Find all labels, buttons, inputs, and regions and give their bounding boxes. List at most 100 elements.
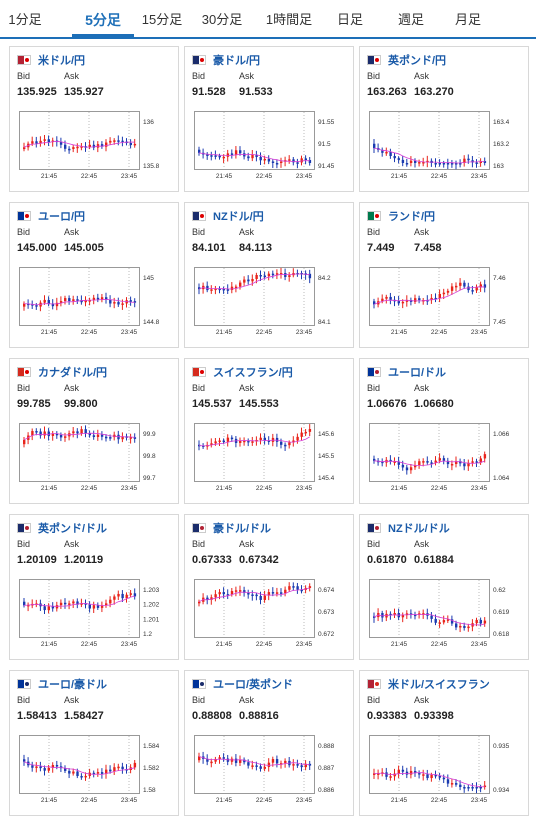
pair-name[interactable]: スイスフラン/円	[213, 367, 293, 379]
candle	[259, 595, 262, 600]
tab-7[interactable]: 週足	[397, 12, 424, 27]
candle	[206, 154, 209, 156]
moving-average-line	[373, 147, 485, 164]
candle	[96, 297, 100, 300]
candlestick-chart[interactable]: 0.62 0.619 0.618 21:45 22:45 23:45	[369, 579, 519, 651]
candle	[92, 772, 96, 775]
rate-card[interactable]: NZドル/円 Bid Ask 84.101 84.113 84.2 84.1 21:…	[184, 202, 354, 348]
candle	[296, 436, 299, 441]
rate-card[interactable]: 英ポンド/ドル Bid Ask 1.20109 1.20119 1.203 1.2…	[9, 514, 179, 660]
candle	[446, 779, 450, 784]
rate-card[interactable]: 豪ドル/ドル Bid Ask 0.67333 0.67342 0.674 0.67…	[184, 514, 354, 660]
pair-name[interactable]: ユーロ/ドル	[388, 367, 447, 379]
candle	[442, 163, 446, 165]
rate-card[interactable]: 米ドル/円 Bid Ask 135.925 135.927 136 135.8 21…	[9, 46, 179, 192]
rate-card[interactable]: ユーロ/ドル Bid Ask 1.06676 1.06680 1.066 1.06…	[359, 358, 529, 504]
pair-name[interactable]: 英ポンド/ドル	[38, 523, 108, 535]
y-tick-label: 91.55	[318, 119, 335, 126]
pair-name[interactable]: ユーロ/円	[38, 211, 86, 223]
candle	[68, 603, 71, 605]
candlestick-chart[interactable]: 99.9 99.8 99.7 21:45 22:45 23:45	[19, 423, 169, 495]
pair-name[interactable]: 米ドル/スイスフラン	[388, 679, 490, 691]
tab-1[interactable]: 1分足	[8, 12, 42, 27]
rate-card[interactable]: 英ポンド/円 Bid Ask 163.263 163.270 163.4 163.…	[359, 46, 529, 192]
candle	[259, 766, 262, 769]
candlestick-chart[interactable]: 1.584 1.582 1.58 21:45 22:45 23:45	[19, 735, 169, 807]
candlestick-chart[interactable]: 1.066 1.064 21:45 22:45 23:45	[369, 423, 519, 495]
candle	[251, 278, 254, 282]
pair-name[interactable]: 豪ドル/ドル	[213, 523, 272, 535]
rate-card[interactable]: 米ドル/スイスフラン Bid Ask 0.93383 0.93398 0.935…	[359, 670, 529, 816]
y-tick-label: 135.8	[143, 163, 160, 170]
candle	[430, 462, 433, 464]
candle	[92, 435, 96, 437]
rate-card[interactable]: カナダドル/円 Bid Ask 99.785 99.800 99.9 99.8 99…	[9, 358, 179, 504]
candle	[198, 287, 201, 290]
candle	[23, 147, 26, 150]
tab-4[interactable]: 30分足	[201, 12, 243, 27]
rate-card[interactable]: ユーロ/豪ドル Bid Ask 1.58413 1.58427 1.584 1.5…	[9, 670, 179, 816]
candle	[446, 163, 450, 165]
candle	[133, 437, 137, 439]
tab-6[interactable]: 日足	[336, 12, 363, 27]
candle	[418, 298, 421, 301]
bid-value: 0.93383	[367, 710, 407, 722]
y-tick-label: 0.62	[493, 587, 506, 594]
y-tick-label: 1.066	[493, 431, 510, 438]
pair-name[interactable]: ランド/円	[388, 211, 436, 223]
chart-svg: 7.46 7.45 21:45 22:45 23:45	[369, 267, 506, 336]
tab-5[interactable]: 1時間足	[265, 12, 313, 27]
candle	[64, 602, 67, 605]
pair-name[interactable]: カナダドル/円	[38, 367, 108, 379]
candlestick-chart[interactable]: 7.46 7.45 21:45 22:45 23:45	[369, 267, 519, 339]
candle	[292, 764, 295, 766]
candle	[51, 765, 55, 768]
pair-name[interactable]: 英ポンド/円	[388, 55, 447, 67]
candlestick-chart[interactable]: 163.4 163.2 163 21:45 22:45 23:45	[369, 111, 519, 183]
candle	[210, 289, 213, 291]
candle	[234, 286, 238, 289]
tab-2[interactable]: 5分足	[72, 0, 134, 37]
rate-card[interactable]: ユーロ/英ポンド Bid Ask 0.88808 0.88816 0.888 0.…	[184, 670, 354, 816]
x-tick-label: 21:45	[41, 329, 58, 336]
tab-8[interactable]: 月足	[454, 12, 481, 27]
candle	[72, 601, 75, 604]
candle	[210, 761, 213, 764]
pair-name[interactable]: ユーロ/英ポンド	[213, 679, 294, 691]
candle	[422, 461, 425, 463]
candle	[401, 159, 405, 163]
y-tick-label: 0.886	[318, 787, 335, 794]
x-tick-label: 21:45	[391, 485, 408, 492]
candle	[133, 143, 137, 146]
rate-card[interactable]: 豪ドル/円 Bid Ask 91.528 91.533 91.55 91.5 91.…	[184, 46, 354, 192]
candlestick-chart[interactable]: 1.203 1.202 1.201 1.2 21:45 22:45 23:45	[19, 579, 169, 651]
candle	[450, 163, 454, 165]
candle	[55, 765, 59, 767]
candlestick-chart[interactable]: 0.935 0.934 21:45 22:45 23:45	[369, 735, 519, 807]
candlestick-chart[interactable]: 145 144.8 21:45 22:45 23:45	[19, 267, 169, 339]
candle	[455, 783, 458, 785]
candlestick-chart[interactable]: 136 135.8 21:45 22:45 23:45	[19, 111, 169, 183]
flag-eu-jp-icon	[17, 211, 31, 221]
rate-card[interactable]: ユーロ/円 Bid Ask 145.000 145.005 145 144.8 21…	[9, 202, 179, 348]
candlestick-chart[interactable]: 0.888 0.887 0.886 21:45 22:45 23:45	[194, 735, 344, 807]
rate-card[interactable]: ランド/円 Bid Ask 7.449 7.458 7.46 7.45 21:45 2…	[359, 202, 529, 348]
candlestick-chart[interactable]: 84.2 84.1 21:45 22:45 23:45	[194, 267, 344, 339]
pair-name[interactable]: NZドル/ドル	[388, 523, 450, 535]
candlestick-chart[interactable]: 91.55 91.5 91.45 21:45 22:45 23:45	[194, 111, 344, 183]
pair-name[interactable]: 豪ドル/円	[213, 55, 261, 67]
candle	[239, 440, 242, 443]
pair-name[interactable]: NZドル/円	[213, 211, 264, 223]
candle	[222, 757, 225, 759]
candle	[59, 141, 63, 145]
candle	[23, 439, 26, 445]
candle	[239, 590, 242, 592]
pair-name[interactable]: 米ドル/円	[38, 55, 86, 67]
candlestick-chart[interactable]: 0.674 0.673 0.672 21:45 22:45 23:45	[194, 579, 344, 651]
tab-3[interactable]: 15分足	[141, 12, 183, 27]
pair-name[interactable]: ユーロ/豪ドル	[38, 679, 108, 691]
ask-label: Ask	[239, 695, 255, 705]
rate-card[interactable]: スイスフラン/円 Bid Ask 145.537 145.553 145.6 14…	[184, 358, 354, 504]
candlestick-chart[interactable]: 145.6 145.5 145.4 21:45 22:45 23:45	[194, 423, 344, 495]
rate-card[interactable]: NZドル/ドル Bid Ask 0.61870 0.61884 0.62 0.61…	[359, 514, 529, 660]
